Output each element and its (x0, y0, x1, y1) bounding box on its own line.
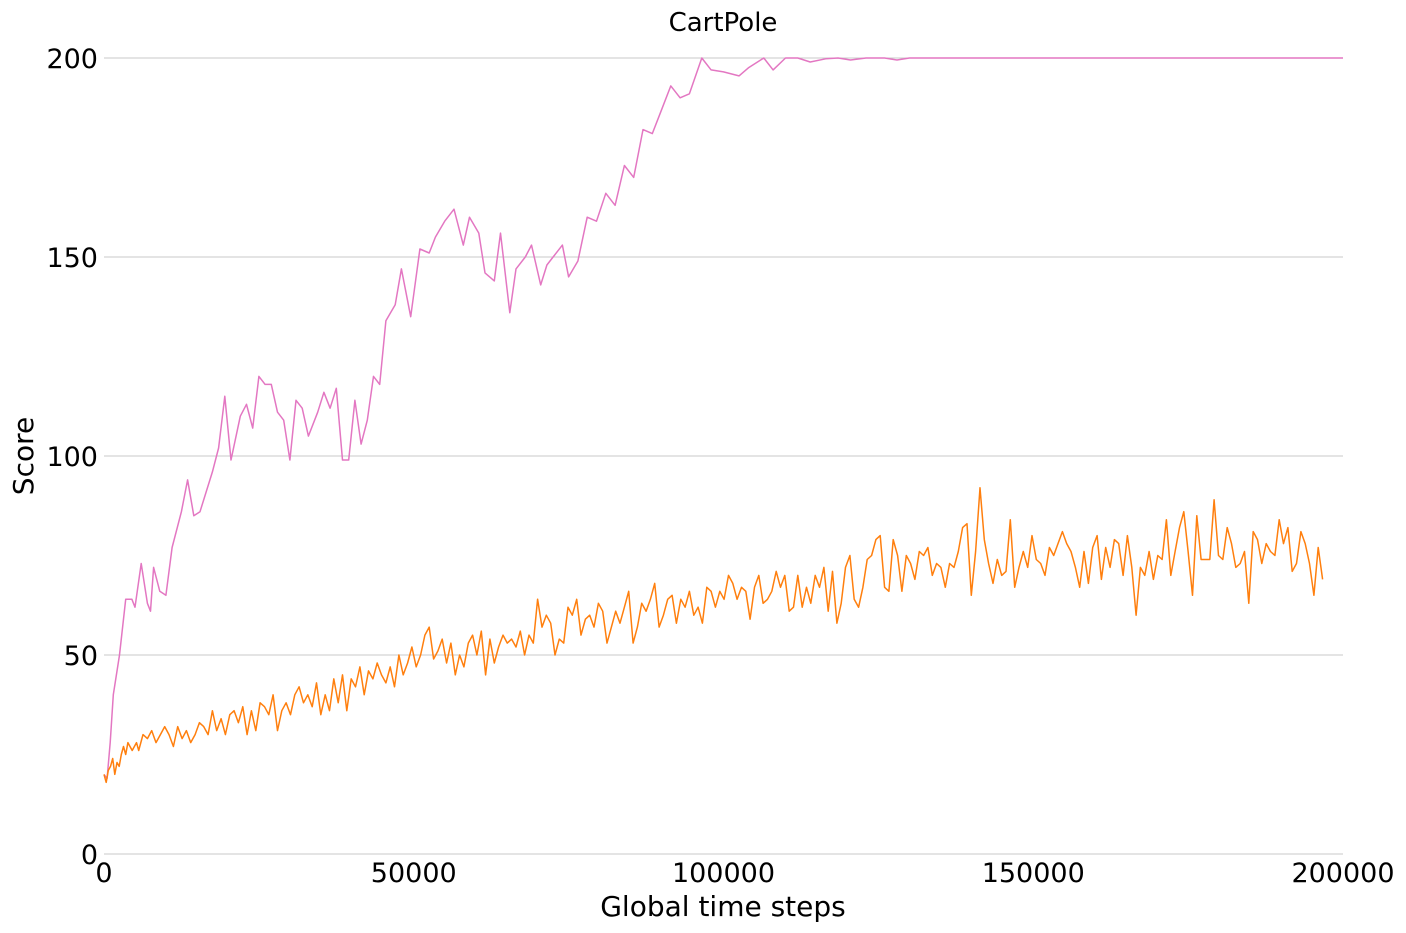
grid-lines (104, 57, 1343, 855)
y-tick-label: 100 (46, 442, 98, 473)
x-tick-label: 150000 (982, 858, 1085, 889)
x-tick-label: 0 (95, 858, 112, 889)
x-axis-label: Global time steps (600, 890, 846, 923)
x-axis-ticks: 0 50000 100000 150000 200000 (95, 858, 1394, 889)
y-tick-label: 150 (46, 243, 98, 274)
series-line-1 (103, 57, 1343, 780)
y-tick-label: 50 (64, 641, 98, 672)
series-lines (103, 57, 1343, 784)
x-tick-label: 50000 (371, 858, 457, 889)
chart-title: CartPole (669, 8, 778, 38)
y-axis-label: Score (7, 417, 40, 495)
y-axis-ticks: 0 50 100 150 200 (46, 44, 98, 871)
x-tick-label: 100000 (672, 858, 775, 889)
y-tick-label: 0 (81, 840, 98, 871)
x-tick-label: 200000 (1291, 858, 1394, 889)
series-line-2 (103, 487, 1324, 784)
y-tick-label: 200 (46, 44, 98, 75)
